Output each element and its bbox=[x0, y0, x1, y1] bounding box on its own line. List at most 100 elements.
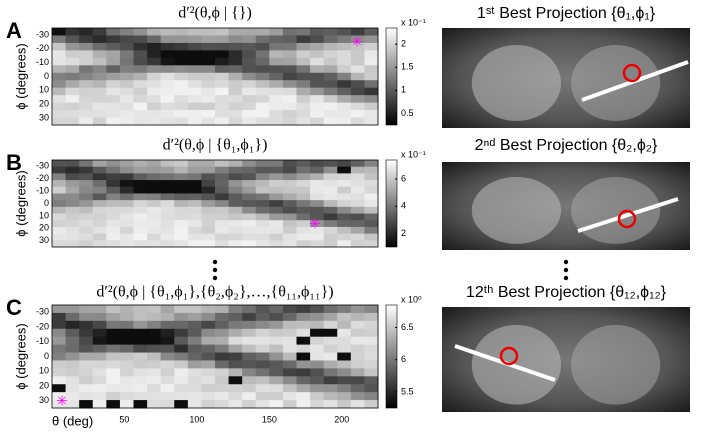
heatmap-cell bbox=[174, 88, 188, 96]
heatmap-cell bbox=[364, 376, 378, 384]
heatmap-cell bbox=[364, 193, 378, 200]
heatmap-cell bbox=[283, 400, 297, 408]
heatmap-cell bbox=[337, 160, 351, 167]
heatmap-cell bbox=[283, 103, 297, 111]
heatmap-cell bbox=[93, 118, 107, 126]
heatmap-cell bbox=[310, 240, 324, 247]
heatmap-cell bbox=[297, 353, 311, 361]
heatmap-cell bbox=[161, 305, 175, 313]
heatmap-cell bbox=[283, 392, 297, 400]
heatmap-cell bbox=[66, 220, 80, 227]
heatmap-cell bbox=[337, 353, 351, 361]
heatmap-cell bbox=[134, 353, 148, 361]
heatmap-cell bbox=[161, 220, 175, 227]
heatmap-cell bbox=[79, 173, 93, 180]
heatmap-cell bbox=[242, 200, 256, 207]
y-axis-label: ϕ (degrees) bbox=[13, 323, 28, 390]
heatmap-cell bbox=[52, 73, 66, 81]
heatmap-cell bbox=[93, 43, 107, 51]
heatmap-cell bbox=[134, 321, 148, 329]
heatmap-cell bbox=[147, 227, 161, 234]
heatmap-cell bbox=[337, 305, 351, 313]
heatmap-cell bbox=[134, 227, 148, 234]
heatmap-cell bbox=[161, 167, 175, 174]
heatmap-cell bbox=[242, 329, 256, 337]
heatmap-cell bbox=[93, 227, 107, 234]
heatmap-cell bbox=[161, 234, 175, 241]
heatmap-cell bbox=[283, 110, 297, 118]
heatmap-cell bbox=[174, 43, 188, 51]
heatmap-cell bbox=[215, 103, 229, 111]
heatmap-cell bbox=[364, 227, 378, 234]
heatmap-cell bbox=[120, 337, 134, 345]
heatmap-cell bbox=[324, 160, 338, 167]
heatmap-cell bbox=[351, 65, 365, 73]
heatmap-cell bbox=[351, 376, 365, 384]
heatmap-cell bbox=[201, 207, 215, 214]
heatmap-cell bbox=[229, 234, 243, 241]
colorbar-tick-label: 6.5 bbox=[401, 322, 414, 332]
heatmap-cell bbox=[106, 384, 120, 392]
heatmap-cell bbox=[93, 305, 107, 313]
heatmap-cell bbox=[310, 200, 324, 207]
heatmap-cell bbox=[66, 160, 80, 167]
heatmap-cell bbox=[161, 214, 175, 221]
heatmap-cell bbox=[174, 384, 188, 392]
heatmap-cell bbox=[242, 384, 256, 392]
heatmap-cell bbox=[242, 360, 256, 368]
heatmap-cell bbox=[201, 321, 215, 329]
heatmap-cell bbox=[147, 187, 161, 194]
heatmap-cell bbox=[134, 193, 148, 200]
heatmap-cell bbox=[52, 80, 66, 88]
heatmap-cell bbox=[351, 214, 365, 221]
y-tick-label: 30 bbox=[39, 395, 49, 405]
heatmap-cell bbox=[215, 160, 229, 167]
heatmap-cell bbox=[174, 329, 188, 337]
heatmap-cell bbox=[79, 240, 93, 247]
heatmap-cell bbox=[351, 180, 365, 187]
heatmap-cell bbox=[256, 368, 270, 376]
heatmap-cell bbox=[310, 305, 324, 313]
heatmap-cell bbox=[120, 207, 134, 214]
heatmap-cell bbox=[283, 214, 297, 221]
heatmap-cell bbox=[66, 240, 80, 247]
heatmap-cell bbox=[310, 88, 324, 96]
heatmap-cell bbox=[93, 220, 107, 227]
heatmap-cell bbox=[52, 200, 66, 207]
heatmap-cell bbox=[201, 200, 215, 207]
heatmap-cell bbox=[120, 187, 134, 194]
y-tick-label: 20 bbox=[39, 380, 49, 390]
heatmap-cell bbox=[201, 58, 215, 66]
heatmap-cell bbox=[52, 43, 66, 51]
heatmap-cell bbox=[337, 313, 351, 321]
heatmap-cell bbox=[66, 65, 80, 73]
heatmap-cell bbox=[297, 384, 311, 392]
heatmap-cell bbox=[256, 353, 270, 361]
heatmap-cell bbox=[66, 118, 80, 126]
heatmap-cell bbox=[66, 200, 80, 207]
heatmap-cell bbox=[161, 180, 175, 187]
heatmap-cell bbox=[324, 73, 338, 81]
heatmap-cell bbox=[215, 65, 229, 73]
heatmap-cell bbox=[256, 180, 270, 187]
x-tick-label: 150 bbox=[262, 414, 277, 424]
heatmap-cell bbox=[120, 80, 134, 88]
colorbar bbox=[386, 305, 397, 408]
heatmap-cell bbox=[337, 50, 351, 58]
heatmap-cell bbox=[79, 207, 93, 214]
heatmap-cell bbox=[297, 160, 311, 167]
heatmap-cell bbox=[283, 200, 297, 207]
heatmap-cell bbox=[229, 167, 243, 174]
heatmap-cell bbox=[120, 88, 134, 96]
y-tick-label: 0 bbox=[44, 351, 49, 361]
heatmap-cell bbox=[66, 337, 80, 345]
heatmap-cell bbox=[229, 50, 243, 58]
heatmap-cell bbox=[283, 58, 297, 66]
heatmap-cell bbox=[269, 227, 283, 234]
heatmap-cell bbox=[120, 160, 134, 167]
heatmap-cell bbox=[188, 337, 202, 345]
heatmap-cell bbox=[147, 50, 161, 58]
heatmap-cell bbox=[134, 160, 148, 167]
heatmap-cell bbox=[283, 160, 297, 167]
heatmap-cell bbox=[215, 180, 229, 187]
